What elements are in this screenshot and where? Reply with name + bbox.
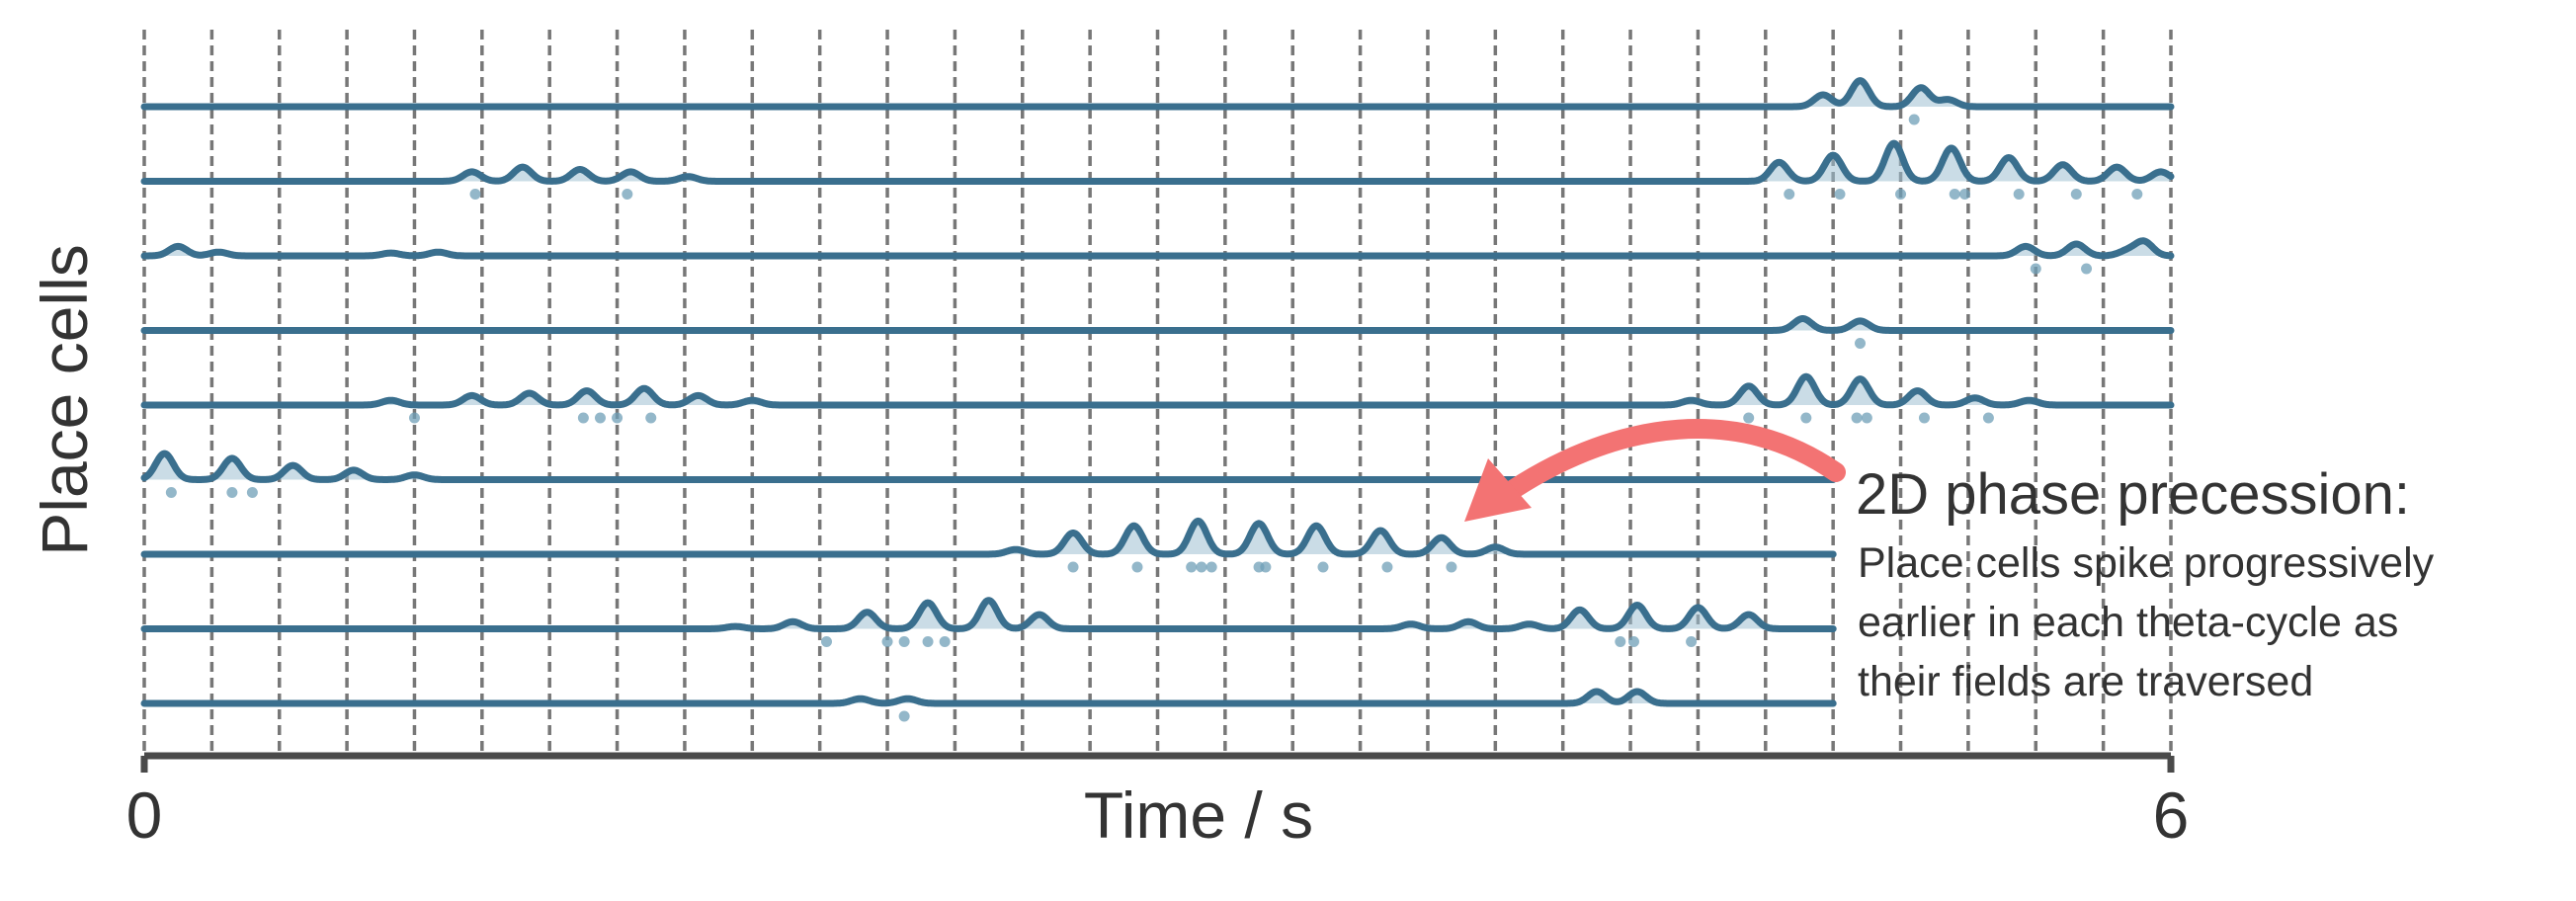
- spike-dot: [2131, 189, 2143, 200]
- spike-dot: [1067, 561, 1079, 573]
- spike-dot: [1627, 636, 1639, 647]
- spike-dot: [645, 412, 657, 424]
- place-cell-fill: [144, 521, 1834, 554]
- spike-dot: [1949, 189, 1960, 200]
- place-cell-trace: [140, 315, 2175, 334]
- x-axis-label: Time / s: [1084, 778, 1313, 852]
- spike-dot: [1260, 561, 1272, 573]
- place-cell-trace: [140, 237, 2175, 260]
- spike-dot: [1982, 412, 1994, 424]
- spike-dot: [612, 412, 623, 424]
- spike-dot: [898, 710, 910, 722]
- spike-dot: [1855, 338, 1867, 349]
- spike-dot: [1615, 636, 1626, 647]
- spike-dot: [898, 636, 910, 647]
- spike-dot: [1958, 189, 1970, 200]
- spike-dot: [2081, 263, 2093, 275]
- place-cell-4: [140, 315, 2175, 349]
- spike-dot: [1861, 412, 1872, 424]
- spike-dot: [2013, 189, 2025, 200]
- place-cell-1: [140, 77, 2175, 125]
- spike-dot: [1131, 561, 1143, 573]
- spike-dot: [1800, 412, 1812, 424]
- spike-dot: [1196, 561, 1207, 573]
- spike-dot: [881, 636, 893, 647]
- place-cell-fill: [144, 376, 2171, 405]
- spike-dot: [2030, 263, 2041, 275]
- spike-dot: [469, 189, 481, 200]
- spike-dot: [1381, 561, 1393, 573]
- annotation: 2D phase precession: Place cells spike p…: [1464, 419, 2435, 705]
- place-cell-8: [140, 597, 1837, 647]
- place-cell-trace: [140, 77, 2175, 111]
- place-cell-5: [140, 372, 2175, 424]
- place-cell-trace: [140, 517, 1837, 558]
- annotation-arrow: [1504, 419, 1846, 499]
- spike-dot: [1834, 189, 1846, 200]
- annotation-line-3: their fields are traversed: [1858, 658, 2313, 705]
- annotation-line-2: earlier in each theta-cycle as: [1858, 599, 2398, 646]
- spike-dot: [1895, 189, 1907, 200]
- spike-dot: [165, 487, 177, 498]
- spike-dot: [1851, 412, 1863, 424]
- spike-dot: [622, 189, 633, 200]
- y-axis-label: Place cells: [28, 244, 101, 555]
- annotation-arrowhead: [1464, 458, 1532, 522]
- place-cell-trace: [140, 139, 2175, 185]
- spike-dot: [594, 412, 606, 424]
- place-cell-trace: [140, 688, 1837, 707]
- spike-dot: [226, 487, 238, 498]
- spike-dot: [821, 636, 833, 647]
- x-axis: 0 6 Time / s Place cells: [28, 244, 2189, 852]
- spike-dot: [246, 487, 258, 498]
- place-cell-6: [140, 450, 1837, 498]
- spike-dot: [1918, 412, 1930, 424]
- place-cell-traces: [140, 77, 2175, 722]
- spike-dot: [1186, 561, 1198, 573]
- spike-dot: [577, 412, 589, 424]
- place-cell-fill: [144, 600, 1834, 629]
- spike-dot: [1686, 636, 1698, 647]
- annotation-title: 2D phase precession:: [1856, 462, 2410, 527]
- place-cell-3: [140, 237, 2175, 275]
- spike-dot: [1446, 561, 1457, 573]
- x-tick-label-0: 0: [126, 778, 163, 852]
- spike-dot: [1205, 561, 1217, 573]
- place-cell-2: [140, 139, 2175, 200]
- place-cell-7: [140, 517, 1837, 573]
- spike-dot: [939, 636, 951, 647]
- place-cell-9: [140, 688, 1837, 722]
- spike-dot: [1908, 114, 1920, 125]
- spike-dot: [922, 636, 934, 647]
- x-tick-label-6: 6: [2153, 778, 2190, 852]
- place-cell-trace: [140, 372, 2175, 409]
- spike-dot: [1784, 189, 1795, 200]
- annotation-line-1: Place cells spike progressively: [1858, 539, 2435, 587]
- place-cell-trace: [140, 597, 1837, 632]
- place-cell-trace: [140, 450, 1837, 483]
- spike-dot: [2070, 189, 2082, 200]
- spike-dot: [1743, 412, 1755, 424]
- spike-dot: [408, 412, 420, 424]
- spike-dot: [1317, 561, 1329, 573]
